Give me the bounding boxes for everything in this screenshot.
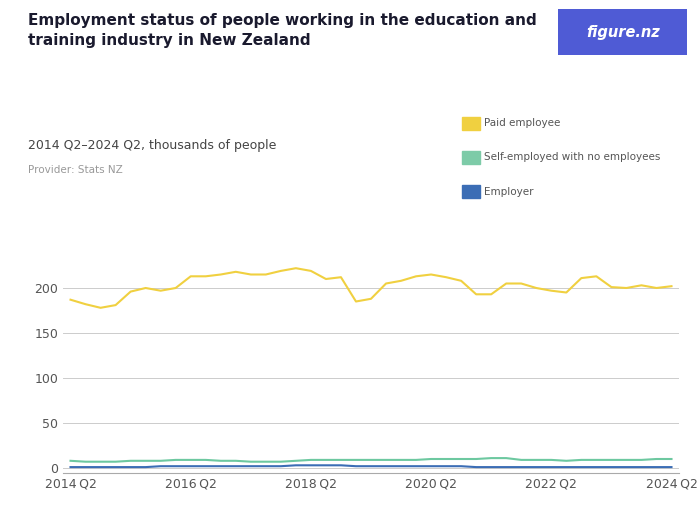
Text: figure.nz: figure.nz bbox=[586, 25, 659, 39]
Text: Provider: Stats NZ: Provider: Stats NZ bbox=[28, 165, 122, 175]
Text: Paid employee: Paid employee bbox=[484, 118, 561, 129]
Text: 2014 Q2–2024 Q2, thousands of people: 2014 Q2–2024 Q2, thousands of people bbox=[28, 139, 276, 152]
Text: Self-employed with no employees: Self-employed with no employees bbox=[484, 152, 661, 163]
Text: Employment status of people working in the education and
training industry in Ne: Employment status of people working in t… bbox=[28, 13, 537, 48]
Text: Employer: Employer bbox=[484, 186, 534, 197]
